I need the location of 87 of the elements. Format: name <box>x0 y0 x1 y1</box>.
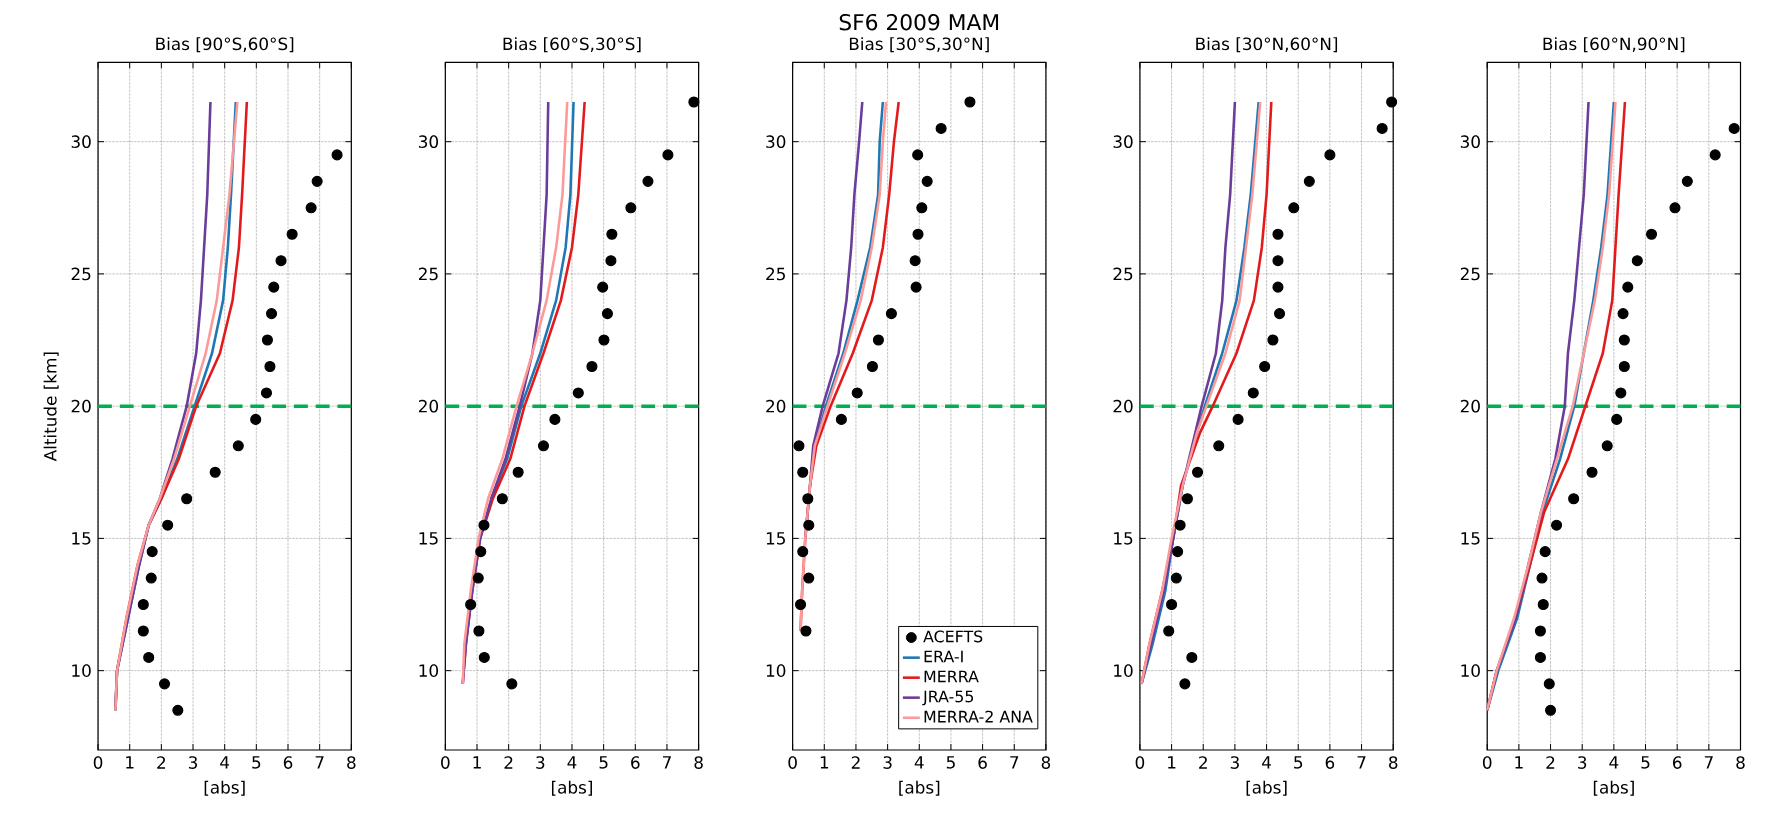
x-tick-label: 7 <box>1357 756 1366 769</box>
y-tick-label: 25 <box>1113 267 1133 281</box>
y-tick-label: 20 <box>418 399 439 413</box>
y-tick-label: 15 <box>72 532 91 545</box>
x-tick-label: 7 <box>662 756 671 769</box>
x-tick-label: 4 <box>914 756 924 769</box>
x-tick-label: 0 <box>1482 756 1492 769</box>
y-tick-label: 30 <box>1460 135 1480 148</box>
chart-title: Bias [90°S,60°S] <box>156 37 294 53</box>
x-tick-label: 7 <box>1704 756 1713 769</box>
x-tick-label: 6 <box>631 756 640 769</box>
y-axis-title: Altitude [km] <box>43 352 59 462</box>
chart-title: Bias [60°N,90°N] <box>1543 37 1685 53</box>
x-axis-title: [abs] <box>551 780 592 796</box>
x-tick-label: 5 <box>946 756 955 769</box>
legend-label: ACEFTS <box>923 630 983 643</box>
legend-label: MERRA <box>924 670 979 683</box>
y-tick-label: 30 <box>419 135 439 148</box>
y-tick-label: 15 <box>419 532 438 545</box>
y-tick-label: 30 <box>1113 135 1133 148</box>
y-tick-label: 25 <box>766 267 785 281</box>
y-tick-label: 10 <box>766 664 786 677</box>
x-tick-label: 1 <box>820 756 829 769</box>
y-tick-label: 25 <box>1460 267 1480 281</box>
legend-label: JRA-55 <box>922 690 974 706</box>
y-tick-label: 25 <box>71 267 91 281</box>
x-tick-label: 1 <box>1168 756 1176 769</box>
x-tick-label: 3 <box>188 756 198 769</box>
x-tick-label: 6 <box>1325 756 1335 769</box>
x-axis-title: [abs] <box>204 780 245 796</box>
y-tick-label: 10 <box>1461 664 1480 677</box>
y-tick-label: 30 <box>71 135 91 148</box>
x-tick-label: 8 <box>1736 756 1745 769</box>
x-tick-label: 3 <box>536 756 545 769</box>
x-tick-label: 5 <box>252 756 261 769</box>
x-tick-label: 5 <box>1294 756 1303 769</box>
chart-title: Bias [30°S,30°N] <box>849 37 989 53</box>
x-tick-label: 8 <box>694 756 703 769</box>
legend-label: MERRA-2 ANA <box>924 710 1033 723</box>
y-tick-label: 15 <box>1461 532 1480 545</box>
y-tick-label: 20 <box>1460 399 1480 413</box>
x-tick-label: 2 <box>504 756 513 769</box>
x-tick-label: 6 <box>978 756 987 769</box>
y-tick-label: 10 <box>1114 664 1133 677</box>
y-tick-label: 20 <box>766 399 786 413</box>
y-tick-label: 30 <box>766 135 786 148</box>
x-tick-label: 0 <box>788 756 797 769</box>
y-tick-label: 15 <box>1114 532 1133 545</box>
x-tick-label: 0 <box>441 756 450 769</box>
chart-title: Bias [30°N,60°N] <box>1196 37 1338 53</box>
x-tick-label: 2 <box>157 756 166 769</box>
x-axis-title: [abs] <box>1593 780 1634 796</box>
x-tick-label: 7 <box>1010 756 1019 769</box>
x-tick-label: 2 <box>1546 756 1555 769</box>
y-tick-label: 10 <box>72 664 91 677</box>
x-tick-label: 6 <box>283 756 293 769</box>
x-tick-label: 4 <box>567 756 577 769</box>
y-tick-label: 15 <box>766 532 785 545</box>
x-tick-label: 1 <box>126 756 134 769</box>
x-tick-label: 3 <box>1578 756 1587 769</box>
y-tick-label: 25 <box>418 267 438 281</box>
y-tick-label: 10 <box>419 664 439 677</box>
text: SF6 2009 MAM <box>839 13 999 31</box>
x-tick-label: 3 <box>883 756 892 769</box>
x-tick-label: 2 <box>851 756 860 769</box>
x-tick-label: 3 <box>1230 756 1239 769</box>
x-tick-label: 4 <box>1262 756 1271 769</box>
legend-label: ERA-I <box>924 650 963 663</box>
x-axis-title: [abs] <box>1246 780 1287 796</box>
x-tick-label: 4 <box>220 756 230 769</box>
x-tick-label: 2 <box>1199 756 1207 769</box>
x-tick-label: 6 <box>1673 756 1682 769</box>
y-tick-label: 20 <box>71 399 91 413</box>
x-axis-title: [abs] <box>899 780 940 796</box>
x-tick-label: 0 <box>93 756 103 769</box>
x-tick-label: 5 <box>599 756 608 769</box>
x-tick-label: 8 <box>347 756 356 769</box>
x-tick-label: 8 <box>1041 756 1051 769</box>
x-tick-label: 0 <box>1135 756 1145 769</box>
x-tick-label: 1 <box>473 756 481 769</box>
y-tick-label: 20 <box>1113 399 1133 413</box>
x-tick-label: 8 <box>1389 756 1398 769</box>
chart-title: Bias [60°S,30°S] <box>503 37 641 53</box>
x-tick-label: 5 <box>1641 756 1650 769</box>
x-tick-label: 1 <box>1515 756 1523 769</box>
x-tick-label: 7 <box>315 756 324 769</box>
x-tick-label: 4 <box>1609 756 1619 769</box>
